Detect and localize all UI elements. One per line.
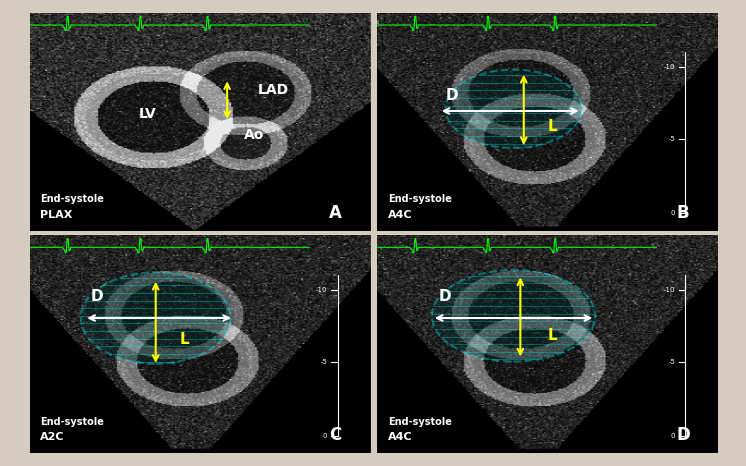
Text: -10: -10 (664, 287, 675, 293)
Text: LV: LV (139, 107, 157, 121)
Text: -5: -5 (668, 136, 675, 142)
Text: PLAX: PLAX (40, 210, 72, 219)
Text: End-systole: End-systole (388, 417, 451, 427)
Text: L: L (548, 118, 557, 134)
Text: C: C (329, 426, 342, 444)
Text: D: D (91, 288, 104, 304)
Text: 0: 0 (671, 432, 675, 439)
Text: A2C: A2C (40, 432, 65, 442)
Text: Ao: Ao (244, 128, 265, 142)
Text: D: D (445, 88, 458, 103)
Ellipse shape (445, 69, 582, 148)
Text: End-systole: End-systole (40, 194, 104, 205)
Text: A: A (329, 204, 342, 222)
Text: 0: 0 (671, 210, 675, 216)
Text: End-systole: End-systole (40, 417, 104, 427)
Text: A4C: A4C (388, 432, 413, 442)
Text: -5: -5 (668, 358, 675, 364)
Text: 0: 0 (323, 432, 327, 439)
Ellipse shape (81, 272, 231, 364)
Ellipse shape (432, 270, 595, 362)
Text: D: D (677, 426, 691, 444)
Text: D: D (439, 288, 451, 304)
Text: LAD: LAD (258, 82, 289, 96)
Text: B: B (677, 204, 689, 222)
Text: L: L (180, 332, 189, 347)
Text: A4C: A4C (388, 210, 413, 219)
Text: -10: -10 (664, 64, 675, 70)
Text: End-systole: End-systole (388, 194, 451, 205)
Text: L: L (548, 328, 557, 343)
Text: -5: -5 (321, 358, 327, 364)
Text: -10: -10 (316, 287, 327, 293)
